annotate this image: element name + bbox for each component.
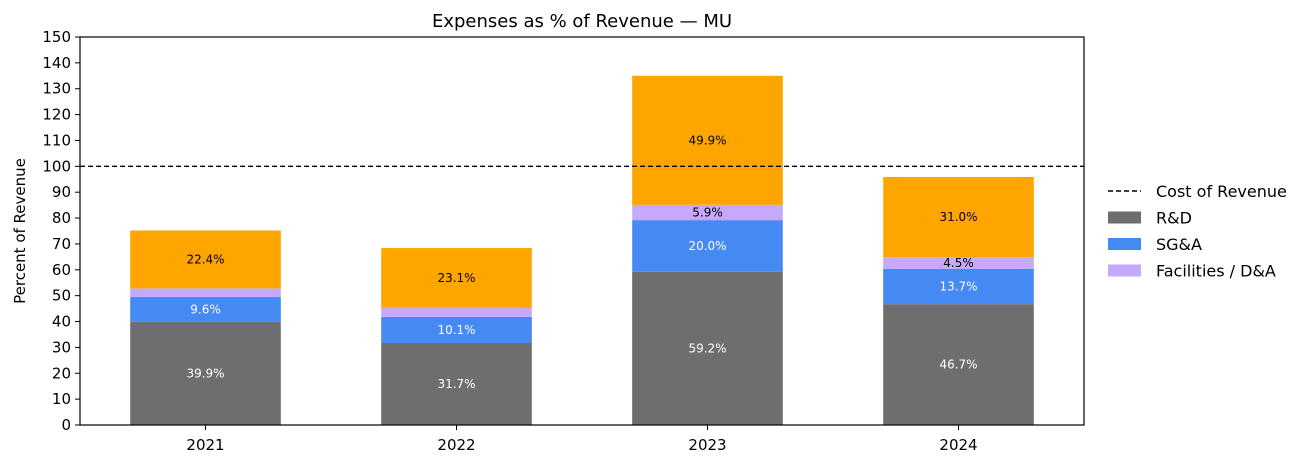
y-tick-label: 30 [52, 338, 71, 356]
data-label: 13.7% [939, 279, 977, 293]
bar-segment [130, 321, 281, 425]
data-label: 4.5% [943, 256, 974, 270]
bar-segment [130, 288, 281, 297]
legend-swatch [1108, 211, 1141, 224]
y-tick-label: 70 [52, 235, 71, 253]
bars-layer [130, 75, 1034, 425]
data-label: 10.1% [437, 323, 475, 337]
x-tick-label: 2024 [939, 436, 977, 454]
legend-label: Cost of Revenue [1156, 182, 1287, 201]
bar-segment [632, 220, 783, 272]
data-label: 31.7% [437, 377, 475, 391]
y-tick-label: 60 [52, 261, 71, 279]
legend-swatch [1108, 264, 1141, 277]
bar-segment [632, 204, 783, 221]
bar-segment [632, 271, 783, 425]
legend-label: SG&A [1156, 235, 1202, 254]
bar-segment [883, 257, 1034, 269]
axes-layer: 0 10 20 30 40 50 60 70 80 90 100 110 120 130 140 150 202… [42, 28, 1085, 454]
bar-segment [130, 230, 281, 289]
bar-segment [632, 75, 783, 205]
bar-segment [381, 343, 532, 425]
y-tick-label: 80 [52, 209, 71, 227]
y-tick-label: 100 [42, 157, 71, 175]
y-tick-label: 130 [42, 80, 71, 98]
bar-segment [883, 268, 1034, 305]
data-label: 9.6% [190, 302, 221, 316]
y-axis-label: Percent of Revenue [11, 158, 29, 304]
legend-label: R&D [1156, 209, 1192, 228]
y-tick-label: 10 [52, 390, 71, 408]
bar-segment [883, 304, 1034, 425]
y-tick-label: 40 [52, 313, 71, 331]
data-label: 31.0% [939, 210, 977, 224]
y-tick-label: 110 [42, 131, 71, 149]
data-label: 20.0% [688, 239, 726, 253]
y-tick-label: 90 [52, 183, 71, 201]
bar-segment [883, 176, 1034, 258]
x-tick-label: 2022 [437, 436, 475, 454]
chart-title: Expenses as % of Revenue — MU [432, 11, 732, 32]
bar-segment [381, 316, 532, 344]
legend: Cost of Revenue R&D SG&A Facilities / D&A [1108, 182, 1287, 281]
x-tick-label: 2023 [688, 436, 726, 454]
bar-segment [381, 307, 532, 317]
data-label: 59.2% [688, 341, 726, 355]
legend-swatch [1108, 238, 1141, 250]
y-tick-label: 0 [61, 416, 71, 434]
data-label: 46.7% [939, 358, 977, 372]
data-label: 22.4% [186, 252, 224, 266]
y-tick-label: 150 [42, 28, 71, 46]
data-label: 23.1% [437, 271, 475, 285]
data-labels-layer: 39.9% 9.6% 22.4% 31.7% 10.1% 23.1% 59.2% 20.0% 5… [186, 133, 977, 391]
bar-segment [381, 248, 532, 308]
bar-segment [130, 296, 281, 322]
plot-frame [79, 36, 1085, 426]
x-tick-label: 2021 [186, 436, 224, 454]
legend-label: Facilities / D&A [1156, 262, 1276, 281]
data-label: 39.9% [186, 366, 224, 380]
y-tick-label: 50 [52, 287, 71, 305]
data-label: 5.9% [692, 206, 723, 220]
y-tick-label: 20 [52, 364, 71, 382]
y-tick-label: 140 [42, 54, 71, 72]
y-tick-label: 120 [42, 106, 71, 124]
data-label: 49.9% [688, 133, 726, 147]
